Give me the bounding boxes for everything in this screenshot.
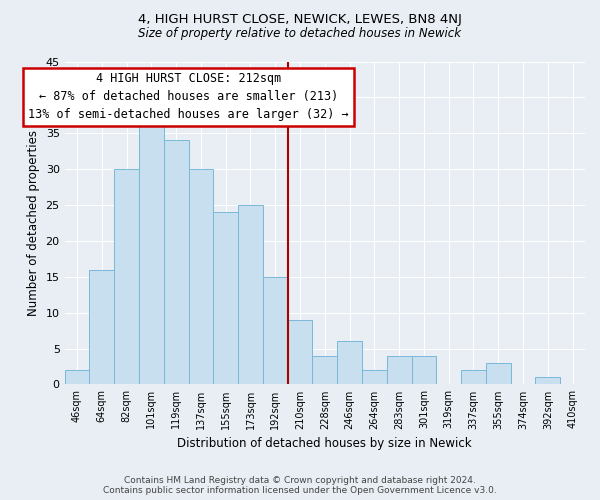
Bar bbox=[139, 126, 164, 384]
Bar bbox=[263, 277, 287, 384]
Text: Size of property relative to detached houses in Newick: Size of property relative to detached ho… bbox=[139, 28, 461, 40]
Bar bbox=[412, 356, 436, 384]
Bar bbox=[238, 205, 263, 384]
Bar bbox=[337, 342, 362, 384]
Bar bbox=[114, 169, 139, 384]
Bar bbox=[362, 370, 387, 384]
Bar bbox=[213, 212, 238, 384]
Bar bbox=[461, 370, 486, 384]
Bar bbox=[535, 378, 560, 384]
Text: 4 HIGH HURST CLOSE: 212sqm
← 87% of detached houses are smaller (213)
13% of sem: 4 HIGH HURST CLOSE: 212sqm ← 87% of deta… bbox=[28, 72, 349, 122]
Bar bbox=[287, 320, 313, 384]
Bar bbox=[486, 363, 511, 384]
Bar bbox=[89, 270, 114, 384]
Bar bbox=[313, 356, 337, 384]
Bar bbox=[188, 169, 213, 384]
Bar bbox=[387, 356, 412, 384]
Text: Contains HM Land Registry data © Crown copyright and database right 2024.
Contai: Contains HM Land Registry data © Crown c… bbox=[103, 476, 497, 495]
Bar bbox=[65, 370, 89, 384]
Y-axis label: Number of detached properties: Number of detached properties bbox=[27, 130, 40, 316]
Bar bbox=[164, 140, 188, 384]
X-axis label: Distribution of detached houses by size in Newick: Distribution of detached houses by size … bbox=[178, 437, 472, 450]
Text: 4, HIGH HURST CLOSE, NEWICK, LEWES, BN8 4NJ: 4, HIGH HURST CLOSE, NEWICK, LEWES, BN8 … bbox=[138, 12, 462, 26]
